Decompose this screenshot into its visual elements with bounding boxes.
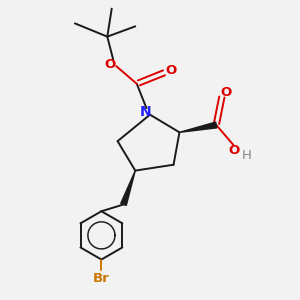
Text: O: O xyxy=(166,64,177,77)
Polygon shape xyxy=(121,171,135,206)
Text: O: O xyxy=(104,58,115,71)
Text: O: O xyxy=(220,86,231,99)
Text: N: N xyxy=(140,105,152,119)
Text: Br: Br xyxy=(93,272,110,285)
Text: H: H xyxy=(241,148,251,161)
Polygon shape xyxy=(179,122,217,132)
Text: O: O xyxy=(228,144,239,158)
